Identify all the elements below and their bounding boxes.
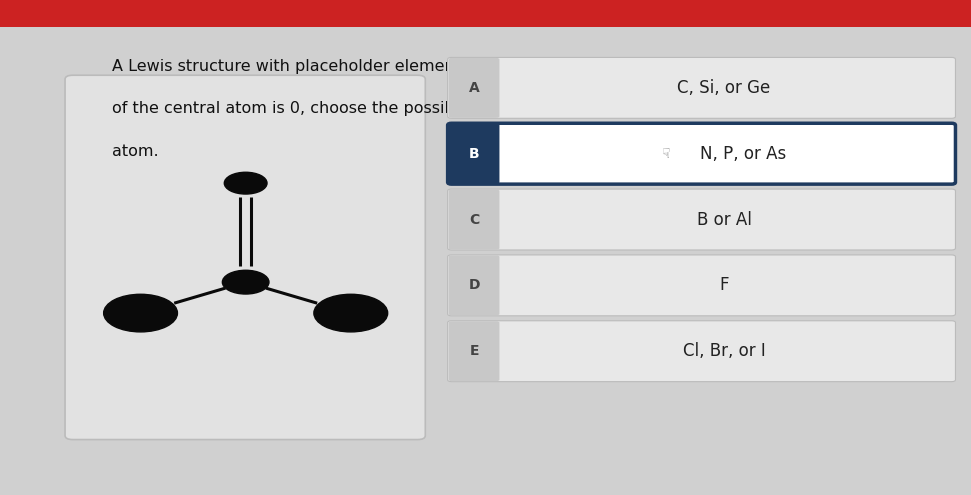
FancyBboxPatch shape (448, 123, 955, 184)
Text: F: F (720, 276, 729, 295)
Circle shape (314, 294, 387, 332)
Circle shape (104, 294, 178, 332)
Text: B: B (469, 147, 480, 161)
FancyBboxPatch shape (0, 0, 971, 27)
FancyBboxPatch shape (449, 58, 499, 118)
Circle shape (222, 270, 269, 294)
Text: D: D (468, 278, 480, 293)
FancyBboxPatch shape (448, 57, 955, 118)
FancyBboxPatch shape (449, 321, 499, 381)
Text: A Lewis structure with placeholder elements is shown below. If the formal charge: A Lewis structure with placeholder eleme… (112, 59, 764, 74)
Text: C: C (469, 212, 479, 227)
Text: ☟: ☟ (661, 147, 670, 161)
Text: A: A (469, 81, 480, 95)
FancyBboxPatch shape (448, 189, 955, 250)
FancyBboxPatch shape (449, 124, 499, 184)
FancyBboxPatch shape (448, 255, 955, 316)
Text: B or Al: B or Al (696, 210, 752, 229)
Text: of the central atom is 0, choose the possible identity or identities of the cent: of the central atom is 0, choose the pos… (112, 101, 750, 116)
FancyBboxPatch shape (449, 255, 499, 315)
Circle shape (224, 172, 267, 194)
Text: E: E (469, 344, 479, 358)
Text: Cl, Br, or I: Cl, Br, or I (683, 342, 765, 360)
FancyBboxPatch shape (448, 321, 955, 382)
Text: atom.: atom. (112, 144, 158, 158)
FancyBboxPatch shape (449, 190, 499, 249)
Text: C, Si, or Ge: C, Si, or Ge (678, 79, 771, 97)
FancyBboxPatch shape (65, 75, 425, 440)
Text: N, P, or As: N, P, or As (700, 145, 787, 163)
